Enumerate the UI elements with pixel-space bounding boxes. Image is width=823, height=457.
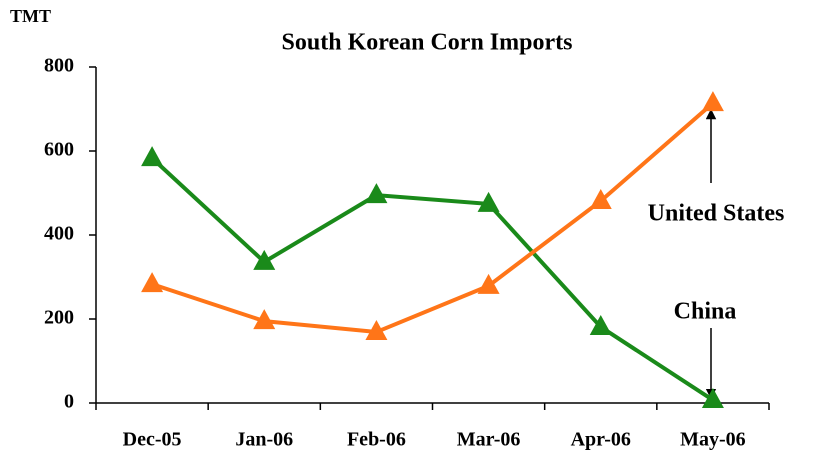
data-point [365,320,388,341]
data-point [365,183,388,204]
x-tick-label: Jan-06 [235,429,293,451]
data-point [477,191,500,212]
data-point [141,146,164,167]
x-tick-label: May-06 [680,429,746,451]
data-point [141,272,164,293]
y-tick-label: 800 [44,55,74,77]
x-tick-label: Dec-05 [123,429,182,451]
series-label: China [674,299,737,325]
y-tick-label: 200 [44,307,74,329]
chart-title: South Korean Corn Imports [282,30,573,56]
data-point [253,249,276,270]
y-tick-label: 400 [44,223,74,245]
data-point [589,188,612,209]
data-point [589,314,612,335]
series-line [150,156,715,402]
y-tick-label: 0 [64,391,74,413]
series-line [151,101,715,335]
series-label: United States [648,201,785,227]
data-point [253,309,276,330]
data-point [701,388,724,409]
x-tick-label: Mar-06 [457,429,521,451]
x-tick-label: Apr-06 [571,429,631,451]
data-point [477,273,500,294]
data-point [701,91,724,112]
x-tick-label: Feb-06 [347,429,406,451]
y-axis-label: TMT [10,6,51,26]
y-tick-label: 600 [44,139,74,161]
